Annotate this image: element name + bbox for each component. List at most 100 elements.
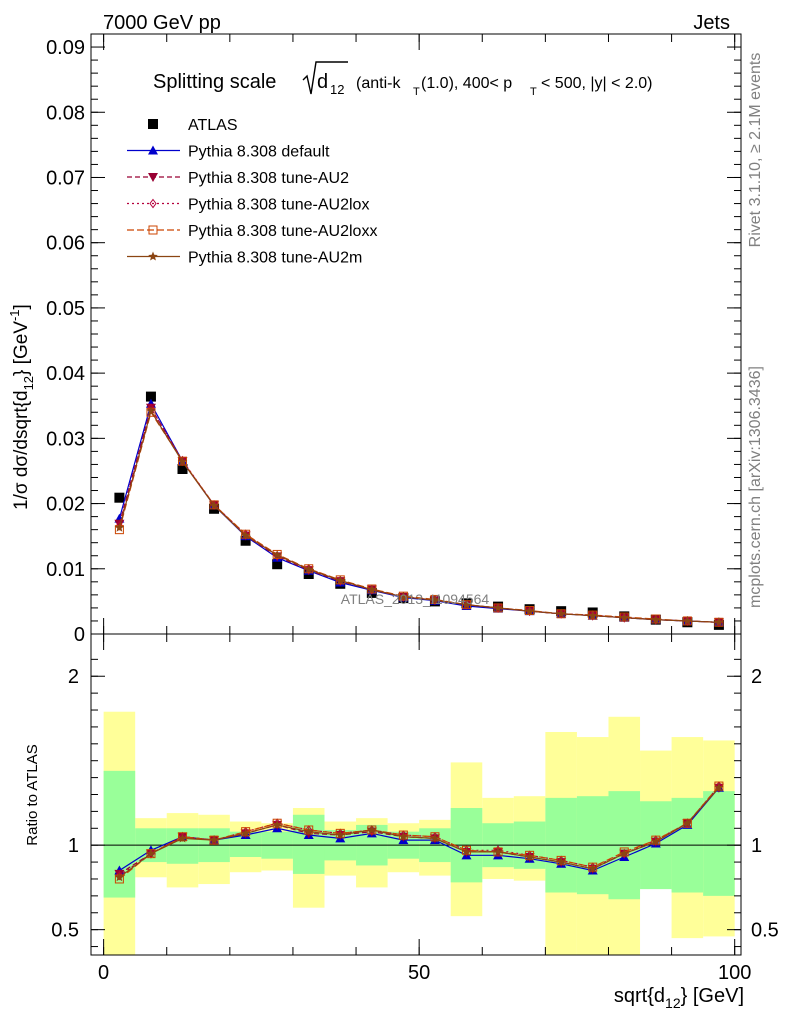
legend: ATLAS Pythia 8.308 default Pythia 8.308 tu… [127,117,377,267]
main-ytick-label: 0.03 [46,428,85,450]
ratio-marker-AU2loxx [525,850,535,860]
atlas-data-point [240,535,251,546]
main-marker-AU2m [587,610,598,620]
legend-label-AU2lox: Pythia 8.308 tune-AU2lox [188,197,369,214]
ratio-ytick-label: 2 [68,666,79,688]
ratio-marker-AU2m [114,872,125,882]
header-right: Jets [693,12,730,34]
title-part-2: (1.0), 400< p [421,75,512,92]
ratio-marker-AU2m [240,828,251,838]
main-ytick-label: 0.07 [46,167,85,189]
main-marker-AU2m [398,591,409,601]
atlas-data-point [272,559,283,570]
legend-label-AU2m: Pythia 8.308 tune-AU2m [188,250,362,267]
main-marker-AU2m [714,617,724,627]
legend-label-AU2: Pythia 8.308 tune-AU2 [188,170,349,187]
main-panel: ATLAS_2013_I1094564 0 0.01 0.02 0.03 0.04 0.0… [7,33,742,646]
title-main: Splitting scale [153,71,276,93]
ratio-marker-AU2m [209,835,219,845]
ratio-marker-AU2loxx [304,825,314,835]
legend-marker-ATLAS [148,119,158,129]
main-marker-AU2m [209,500,219,510]
ratio-band-inner [292,814,325,874]
main-ylabel-sup: -1 [7,309,22,321]
title-part-2-sub: T [530,86,537,98]
xlabel-end: } [GeV] [681,985,744,1007]
main-ytick-label: 0.04 [46,363,85,385]
main-ytick-label: 0.01 [46,559,85,581]
ratio-marker-AU2m [682,818,693,828]
main-ylabel-sub: 12 [21,376,36,390]
main-marker-AU2m [304,564,314,574]
main-ytick-label: 0.08 [46,102,85,124]
legend-marker-AU2 [148,173,158,182]
ratio-marker-AU2m [587,863,598,873]
main-axes: 0 0.01 0.02 0.03 0.04 0.05 0.06 0.07 0.08 0.09 [46,34,741,646]
ratio-marker-AU2loxx [430,832,440,842]
ratio-marker-AU2m [524,852,535,862]
ratio-marker-AU2loxx [398,830,408,840]
main-marker-AU2m [177,456,188,466]
ratio-marker-AU2m [461,846,472,856]
ratio-plot-area [91,711,741,955]
main-plot-area [114,391,724,630]
ratio-marker-AU2m [651,836,661,846]
ratio-marker-AU2m [398,831,409,841]
ratio-marker-AU2lox [115,870,124,881]
main-ytick-label: 0.06 [46,233,85,255]
ratio-axes: 0.5 0.5 1 1 2 2 0 50 100 [51,634,779,984]
main-marker-AU2m [367,584,377,594]
ratio-marker-AU2loxx [178,832,188,842]
main-ylabel-a: 1/σ dσ/dsqrt{d [11,390,32,510]
legend-label-AU2loxx: Pythia 8.308 tune-AU2loxx [188,223,377,240]
legend-label-ATLAS: ATLAS [188,117,238,134]
main-ytick-label: 0.02 [46,494,85,516]
sqrt-symbol [302,61,348,95]
ratio-ytick-label-right: 1 [751,835,762,857]
ratio-marker-AU2m [272,819,282,829]
legend-label-default: Pythia 8.308 default [188,144,330,161]
ratio-ytick-label-right: 2 [751,666,762,688]
main-series-line-AU2m [118,409,719,623]
ratio-marker-AU2m [556,857,566,867]
main-marker-AU2m [682,616,693,625]
main-ytick-label: 0 [74,624,85,646]
main-marker-AU2m [651,614,661,624]
mcplots-label: mcplots.cern.ch [arXiv:1306.3436] [747,366,764,608]
ratio-panel: 0.5 0.51 12 20 50 100 Ratio to ATLAS sqrt{d12… [24,633,779,1011]
atlas-data-point [114,492,125,503]
main-marker-AU2m [461,599,472,609]
main-marker-AU2m [556,608,566,618]
ratio-ytick-label-right: 0.5 [751,920,779,942]
legend-marker-AU2lox [149,198,157,209]
main-marker-AU2m [114,522,125,532]
ratio-marker-AU2m [493,846,503,856]
atlas-data-point [177,464,188,474]
legend-marker-AU2loxx [148,225,158,235]
main-marker-AU2m [619,612,629,622]
title-sqrt-var: d [317,71,328,93]
ratio-ytick-label: 1 [68,835,79,857]
ratio-ylabel: Ratio to ATLAS [24,744,41,845]
ratio-xtick-label: 100 [718,962,751,984]
xlabel-a: sqrt{d [614,985,665,1007]
plot-title: Splitting scale d 12 (anti-k T (1.0), 40… [153,61,653,98]
main-ytick-label: 0.05 [46,298,85,320]
ratio-xtick-label: 0 [98,962,109,984]
ratio-marker-AU2m [177,833,188,843]
rivet-label: Rivet 3.1.10, ≥ 2.1M events [747,53,764,248]
main-marker-AU2m [493,602,503,612]
ratio-marker-AU2m [146,848,156,858]
analysis-watermark: ATLAS_2013_I1094564 [341,591,490,607]
ratio-marker-AU2loxx [556,855,566,865]
xlabel-sub: 12 [665,995,681,1011]
ratio-marker-AU2m [430,833,440,843]
title-part-1-sub: T [413,86,420,98]
ratio-marker-AU2lox [494,845,502,856]
ratio-marker-AU2loxx [272,818,282,828]
legend-marker-default [148,145,158,155]
ratio-marker-AU2loxx [335,828,345,838]
ratio-marker-AU2m [335,830,345,840]
ratio-ytick-label: 0.5 [51,920,79,942]
